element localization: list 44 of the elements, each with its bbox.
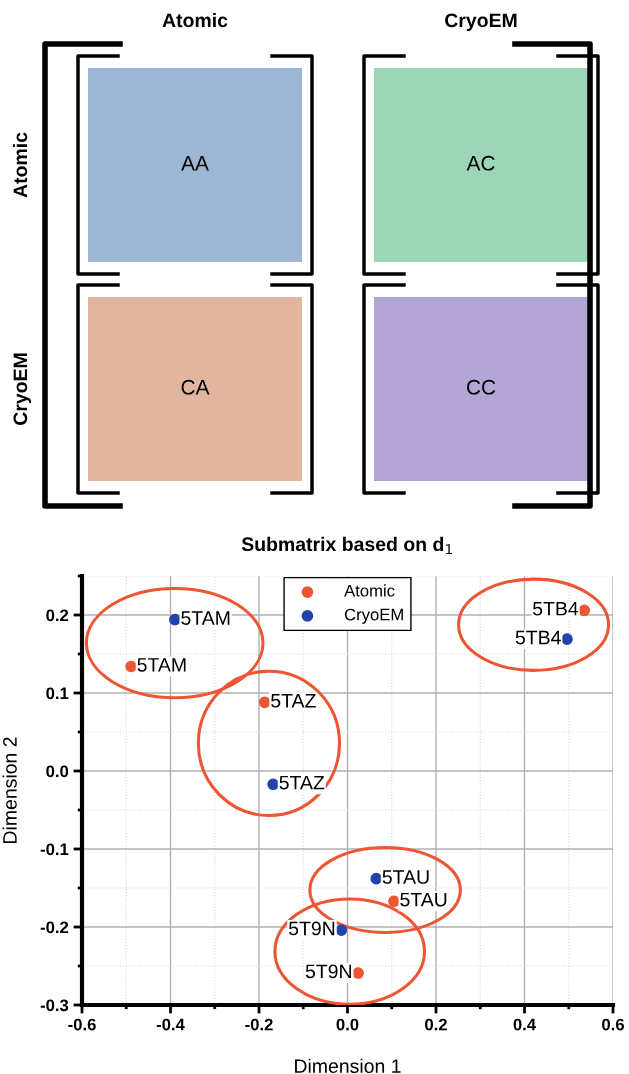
x-axis-title: Dimension 1	[295, 1058, 401, 1074]
text: AC	[466, 155, 495, 171]
annotation: 5TB4	[515, 630, 561, 645]
y-tick-label: -0.1	[40, 843, 69, 856]
x-tick-label: -0.2	[245, 1018, 273, 1031]
text: AA	[181, 156, 209, 171]
category-label: Atomic	[12, 132, 28, 198]
legend-label: CryoEM	[344, 608, 403, 624]
annotation: 5TAM	[181, 611, 230, 625]
point	[561, 633, 573, 646]
annotation: 5TAU	[400, 892, 447, 907]
category-label: CryoEM	[13, 353, 32, 425]
x-tick-label: 0.6	[602, 1018, 624, 1031]
point	[258, 696, 271, 709]
y-tick-label: -0.2	[40, 921, 69, 934]
x-tick-label: 0.4	[513, 1018, 536, 1031]
legend-label: Atomic	[344, 584, 395, 597]
y-tick-label: 0.1	[46, 687, 69, 700]
y-tick-label: -0.3	[40, 999, 69, 1012]
point	[169, 613, 181, 626]
x-tick-label: 0.2	[425, 1018, 447, 1031]
x-tick-label: 0.0	[336, 1018, 359, 1031]
x-tick-label: -0.6	[68, 1018, 96, 1031]
annotation: 5TAM	[137, 658, 186, 672]
y-tick-label: 0.2	[46, 609, 69, 622]
point	[578, 604, 591, 617]
y-axis-title: Dimension 2	[2, 737, 17, 843]
point	[335, 924, 348, 936]
category-label: CryoEM	[445, 13, 517, 32]
point	[388, 895, 400, 908]
text: CA	[181, 379, 210, 395]
category-label: Atomic	[162, 12, 228, 28]
annotation: 5TAZ	[271, 694, 316, 708]
annotation: 5TB4	[532, 601, 579, 616]
annotation: 5T9N	[305, 964, 351, 979]
point	[125, 660, 137, 673]
annotation: 5TAU	[382, 870, 429, 884]
x-tick-label: -0.4	[156, 1018, 185, 1031]
text: CC	[467, 379, 496, 395]
annotation: 5T9N	[288, 921, 335, 936]
annotation: 5TAZ	[279, 775, 325, 790]
chart-title: Submatrix based on d$_{1}$	[241, 536, 452, 555]
point	[352, 967, 364, 979]
y-tick-label: 0.0	[46, 765, 69, 778]
